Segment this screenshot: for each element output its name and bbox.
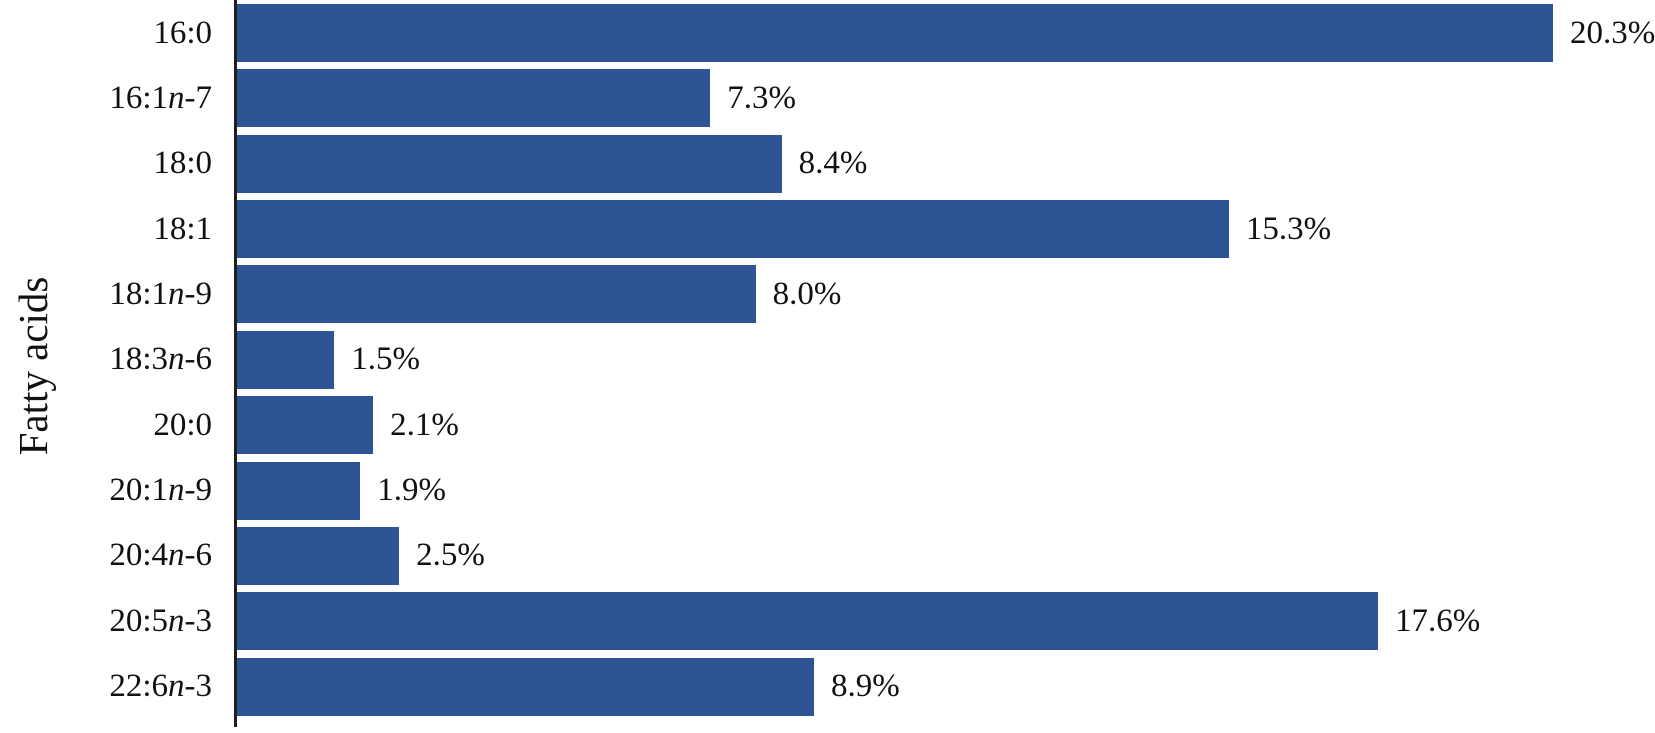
category-label: 20:5 n -3 bbox=[0, 592, 237, 650]
category-label-italic-n: n bbox=[168, 472, 185, 509]
category-label-prefix: 18:0 bbox=[153, 145, 212, 182]
category-label-italic-n: n bbox=[168, 341, 185, 378]
value-label: 7.3% bbox=[727, 79, 797, 116]
category-label-italic-n: n bbox=[168, 79, 185, 116]
value-label: 8.9% bbox=[831, 668, 900, 705]
bar-zone: 7.3% bbox=[237, 69, 1655, 128]
category-label-prefix: 20:4 bbox=[109, 537, 168, 574]
category-label-prefix: 20:1 bbox=[109, 472, 168, 509]
bar-zone: 15.3% bbox=[237, 200, 1655, 259]
category-label-prefix: 22:6 bbox=[109, 668, 168, 705]
bar-zone: 8.0% bbox=[237, 265, 1655, 324]
value-label: 8.0% bbox=[772, 275, 842, 312]
category-label: 22:6 n -3 bbox=[0, 658, 237, 716]
category-label-suffix: -7 bbox=[184, 79, 213, 116]
category-label-prefix: 16:1 bbox=[109, 79, 168, 116]
category-label-italic-n: n bbox=[168, 275, 185, 312]
bar bbox=[237, 592, 1378, 651]
category-label: 20:4 n -6 bbox=[0, 527, 237, 585]
bar-row: 20:0 2.1% bbox=[0, 396, 1655, 461]
bar-zone: 17.6% bbox=[237, 592, 1655, 651]
category-label: 18:3 n -6 bbox=[0, 331, 237, 389]
value-label: 1.5% bbox=[351, 341, 420, 378]
bar-row: 18:0 8.4% bbox=[0, 134, 1655, 200]
bar-zone: 1.5% bbox=[237, 330, 1655, 389]
bar bbox=[237, 4, 1553, 62]
bar-row: 22:6 n -3 8.9% bbox=[0, 657, 1655, 723]
category-label: 20:0 bbox=[0, 396, 237, 454]
bar-row: 20:5 n -3 17.6% bbox=[0, 592, 1655, 657]
bar-zone: 20.3% bbox=[237, 4, 1655, 62]
bar bbox=[237, 69, 711, 128]
value-label: 15.3% bbox=[1245, 210, 1332, 247]
category-label-suffix: -3 bbox=[184, 668, 213, 705]
category-label-italic-n: n bbox=[168, 668, 185, 705]
category-label-prefix: 20:0 bbox=[153, 406, 212, 443]
bar bbox=[237, 330, 335, 389]
bar-row: 18:3 n -6 1.5% bbox=[0, 330, 1655, 396]
category-label-suffix: -6 bbox=[184, 341, 213, 378]
category-label-suffix: -9 bbox=[184, 275, 213, 312]
category-label-suffix: -6 bbox=[184, 537, 213, 574]
category-label-prefix: 20:5 bbox=[109, 602, 168, 639]
category-label-prefix: 18:1 bbox=[109, 275, 168, 312]
category-label-suffix: -9 bbox=[184, 472, 213, 509]
bar-zone: 2.1% bbox=[237, 396, 1655, 455]
category-label-suffix: -3 bbox=[184, 602, 213, 639]
category-label-italic-n: n bbox=[168, 537, 185, 574]
plot-area: 16:0 20.3% 16:1 n -7 7.3% 18:0 8.4% 18:1 15.3% 18:… bbox=[0, 4, 1655, 723]
bar-row: 20:1 n -9 1.9% bbox=[0, 461, 1655, 527]
bar bbox=[237, 200, 1229, 259]
bar-zone: 1.9% bbox=[237, 461, 1655, 520]
value-label: 2.5% bbox=[416, 537, 485, 574]
bar bbox=[237, 396, 374, 455]
value-label: 2.1% bbox=[390, 406, 459, 443]
value-label: 20.3% bbox=[1570, 14, 1655, 51]
bar bbox=[237, 526, 400, 585]
y-axis-line bbox=[234, 0, 237, 727]
category-label: 16:1 n -7 bbox=[0, 69, 237, 127]
bar-zone: 8.9% bbox=[237, 657, 1655, 716]
category-label: 18:0 bbox=[0, 135, 237, 193]
bar bbox=[237, 657, 814, 716]
category-label: 16:0 bbox=[0, 4, 237, 62]
bar-row: 18:1 15.3% bbox=[0, 200, 1655, 265]
category-label: 18:1 bbox=[0, 200, 237, 258]
bar bbox=[237, 134, 782, 193]
category-label-prefix: 16:0 bbox=[153, 14, 212, 51]
value-label: 17.6% bbox=[1395, 602, 1481, 639]
bar bbox=[237, 461, 361, 520]
bar-row: 20:4 n -6 2.5% bbox=[0, 526, 1655, 592]
value-label: 8.4% bbox=[798, 145, 868, 182]
bar-zone: 2.5% bbox=[237, 526, 1655, 585]
bar bbox=[237, 265, 756, 324]
bar-row: 16:0 20.3% bbox=[0, 4, 1655, 69]
category-label-prefix: 18:1 bbox=[153, 210, 212, 247]
bar-row: 16:1 n -7 7.3% bbox=[0, 69, 1655, 134]
category-label: 20:1 n -9 bbox=[0, 462, 237, 520]
category-label: 18:1 n -9 bbox=[0, 265, 237, 323]
bar-row: 18:1 n -9 8.0% bbox=[0, 265, 1655, 330]
bar-zone: 8.4% bbox=[237, 134, 1655, 193]
value-label: 1.9% bbox=[377, 472, 446, 509]
category-label-prefix: 18:3 bbox=[109, 341, 168, 378]
category-label-italic-n: n bbox=[168, 602, 185, 639]
